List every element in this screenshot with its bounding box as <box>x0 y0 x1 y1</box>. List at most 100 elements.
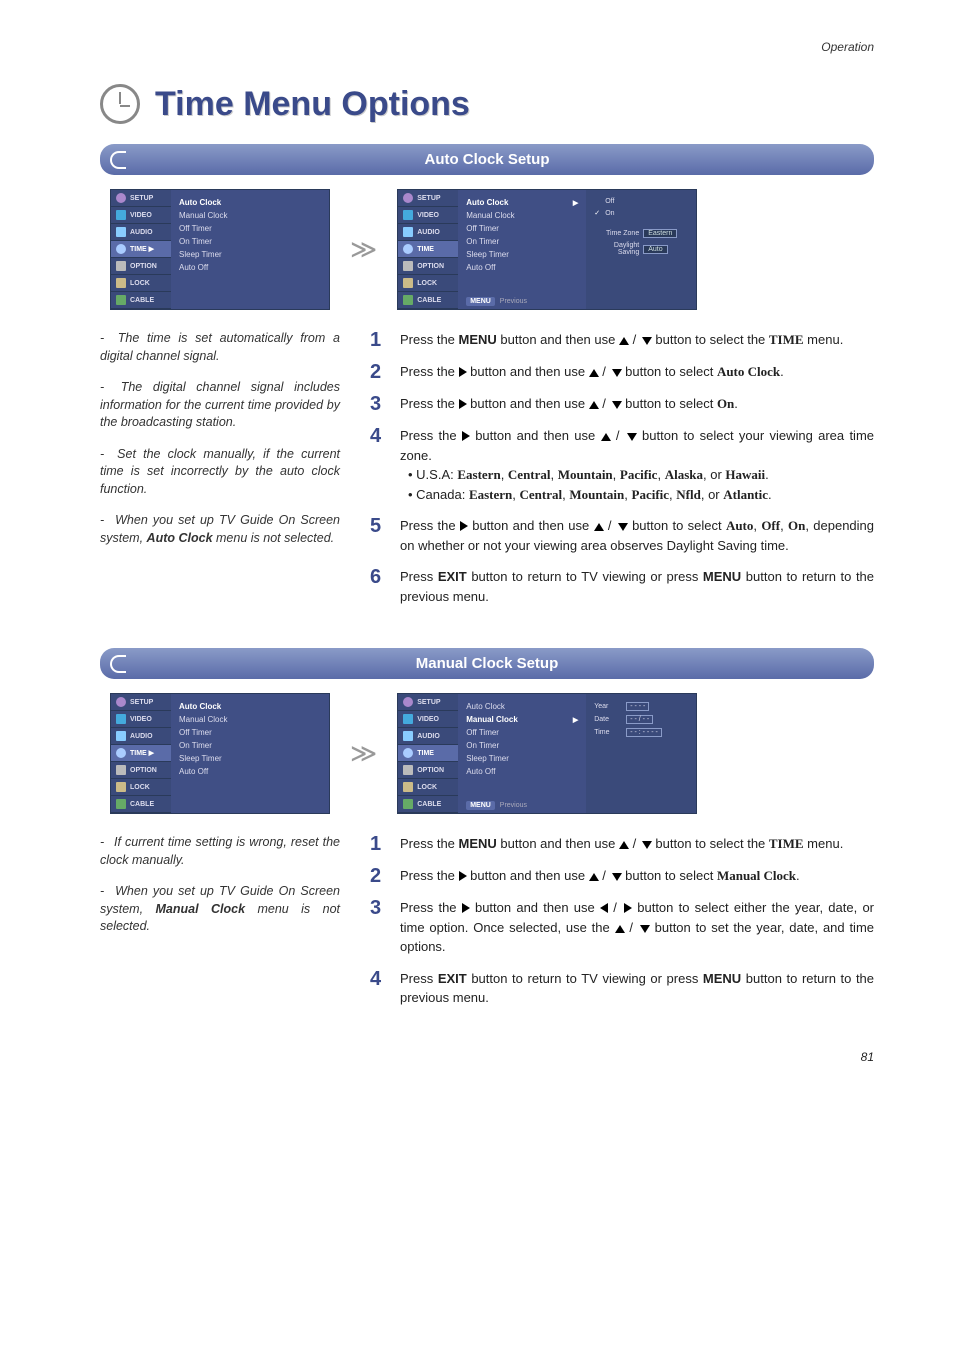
step-number: 2 <box>370 362 388 382</box>
tv-menu-right-auto: SETUPVIDEOAUDIOTIMEOPTIONLOCKCABLE Auto … <box>397 189 697 310</box>
instruction-step: 1Press the MENU button and then use / bu… <box>370 834 874 854</box>
tv-tab-time: TIME ▶ <box>111 745 171 762</box>
tv-item: On Timer <box>179 235 321 248</box>
page-title: Time Menu Options <box>155 85 470 124</box>
section-manual-clock: Manual Clock Setup <box>100 648 874 679</box>
auto-notes: - The time is set automatically from a d… <box>100 330 340 618</box>
instruction-step: 2Press the button and then use / button … <box>370 866 874 886</box>
time-icon <box>116 244 126 254</box>
lock-icon <box>403 278 413 288</box>
tv-tab-audio: AUDIO <box>398 224 458 241</box>
tv-item: Manual Clock▶ <box>466 713 578 726</box>
step-text: Press the button and then use / button t… <box>400 394 874 414</box>
instruction-step: 2 Press the button and then use / button … <box>370 362 874 382</box>
tv-item: Auto Clock <box>179 700 321 713</box>
cable-icon <box>116 799 126 809</box>
note-text: - When you set up TV Guide On Screen sys… <box>100 883 340 936</box>
tv-tab-setup: SETUP <box>398 694 458 711</box>
tv-tab-lock: LOCK <box>398 275 458 292</box>
tv-menu-left-auto: SETUPVIDEOAUDIOTIME ▶OPTIONLOCKCABLE Aut… <box>110 189 330 310</box>
step-number: 1 <box>370 834 388 854</box>
setup-icon <box>116 193 126 203</box>
manual-panels: SETUPVIDEOAUDIOTIME ▶OPTIONLOCKCABLE Aut… <box>110 693 874 814</box>
tv-option: Off <box>594 196 688 207</box>
tv-tab-option: OPTION <box>111 762 171 779</box>
tv-tab-time: TIME <box>398 745 458 762</box>
tv-tab-option: OPTION <box>111 258 171 275</box>
auto-steps: 1 Press the MENU button and then use / bu… <box>370 330 874 618</box>
cable-icon <box>403 295 413 305</box>
step-text: Press EXIT button to return to TV viewin… <box>400 969 874 1008</box>
tv-tab-time: TIME <box>398 241 458 258</box>
tv-tab-video: VIDEO <box>398 207 458 224</box>
tv-tab-setup: SETUP <box>111 694 171 711</box>
tv-item: Off Timer <box>179 222 321 235</box>
step-number: 5 <box>370 516 388 555</box>
tv-item: Sleep Timer <box>466 248 578 261</box>
note-text: - The digital channel signal includes in… <box>100 379 340 432</box>
lock-icon <box>116 782 126 792</box>
step-text: Press the button and then use / button t… <box>400 516 874 555</box>
tv-item: Auto Clock <box>466 700 578 713</box>
option-icon <box>403 765 413 775</box>
instruction-step: 6Press EXIT button to return to TV viewi… <box>370 567 874 606</box>
setup-icon <box>116 697 126 707</box>
tv-item: On Timer <box>466 235 578 248</box>
note-text: - The time is set automatically from a d… <box>100 330 340 365</box>
tv-field: Date- - / - - <box>594 713 688 726</box>
video-icon <box>116 714 126 724</box>
step-text: Press the button and then use / button t… <box>400 898 874 957</box>
tv-tab-lock: LOCK <box>111 275 171 292</box>
tv-tab-video: VIDEO <box>111 207 171 224</box>
tv-tab-video: VIDEO <box>111 711 171 728</box>
option-icon <box>403 261 413 271</box>
tv-item: Off Timer <box>466 726 578 739</box>
title-row: Time Menu Options <box>100 84 874 124</box>
page-number: 81 <box>100 1050 874 1064</box>
tv-tab-cable: CABLE <box>111 796 171 813</box>
tv-tab-time: TIME ▶ <box>111 241 171 258</box>
tv-tab-option: OPTION <box>398 258 458 275</box>
manual-steps: 1Press the MENU button and then use / bu… <box>370 834 874 1020</box>
note-text: - Set the clock manually, if the current… <box>100 446 340 499</box>
step-number: 4 <box>370 969 388 1008</box>
instruction-step: 3Press the button and then use / button … <box>370 898 874 957</box>
tv-item: Off Timer <box>466 222 578 235</box>
tv-tab-audio: AUDIO <box>398 728 458 745</box>
tv-tab-audio: AUDIO <box>111 224 171 241</box>
step-text: Press the button and then use / button t… <box>400 866 874 886</box>
step-number: 1 <box>370 330 388 350</box>
audio-icon <box>116 731 126 741</box>
tv-item: Off Timer <box>179 726 321 739</box>
step-text: Press the button and then use / button t… <box>400 362 874 382</box>
tv-field: Time ZoneEastern <box>594 227 688 240</box>
step-text: Press the button and then use / button t… <box>400 426 874 504</box>
tv-item: Sleep Timer <box>466 752 578 765</box>
section-auto-clock: Auto Clock Setup <box>100 144 874 175</box>
note-text: - If current time setting is wrong, rese… <box>100 834 340 869</box>
tv-field: Daylight SavingAuto <box>594 240 688 258</box>
lock-icon <box>116 278 126 288</box>
tv-tab-cable: CABLE <box>398 796 458 813</box>
arrow-right-icon: ≫ <box>350 738 377 769</box>
auto-panels: SETUPVIDEOAUDIOTIME ▶OPTIONLOCKCABLE Aut… <box>110 189 874 310</box>
tv-tab-option: OPTION <box>398 762 458 779</box>
step-text: Press the MENU button and then use / but… <box>400 330 874 350</box>
instruction-step: 4Press the button and then use / button … <box>370 426 874 504</box>
arrow-right-icon: ≫ <box>350 234 377 265</box>
tv-item: Auto Off <box>179 765 321 778</box>
tv-item: Auto Clock <box>179 196 321 209</box>
cable-icon <box>116 295 126 305</box>
manual-notes: - If current time setting is wrong, rese… <box>100 834 340 1020</box>
audio-icon <box>403 227 413 237</box>
clock-icon <box>100 84 140 124</box>
step-number: 3 <box>370 394 388 414</box>
menu-footer: MENU Previous <box>466 802 527 809</box>
tv-item: Manual Clock <box>179 713 321 726</box>
tv-item: Auto Clock▶ <box>466 196 578 209</box>
tv-tab-setup: SETUP <box>111 190 171 207</box>
tv-item: On Timer <box>179 739 321 752</box>
tv-tab-cable: CABLE <box>111 292 171 309</box>
step-number: 3 <box>370 898 388 957</box>
tv-tab-audio: AUDIO <box>111 728 171 745</box>
